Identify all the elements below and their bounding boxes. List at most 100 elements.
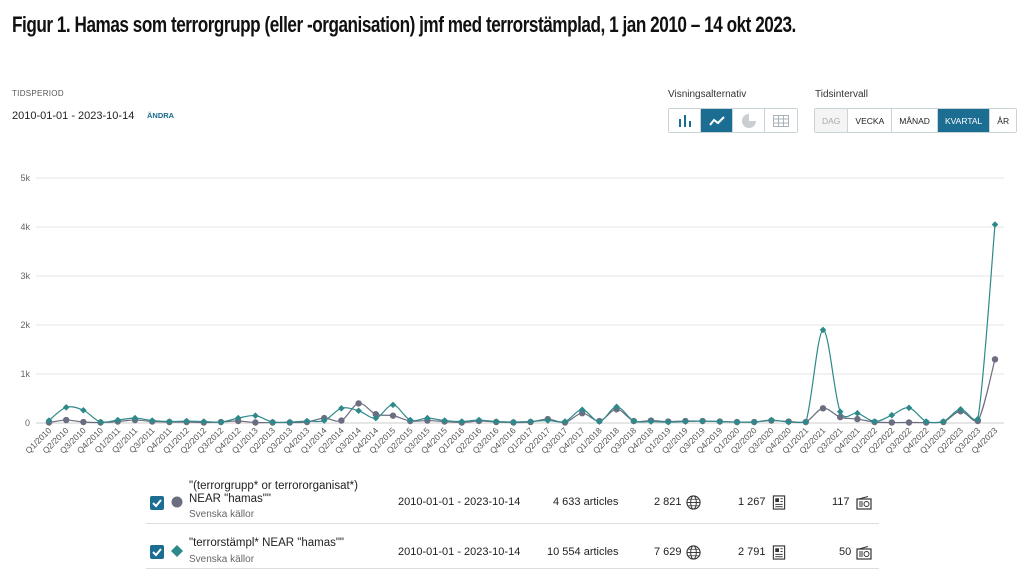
- series2-point: [269, 418, 276, 426]
- series2-point: [131, 414, 139, 422]
- series1-point: [837, 413, 844, 421]
- series2-point: [664, 418, 672, 426]
- globe-icon: [686, 495, 701, 510]
- series2-point: [492, 418, 500, 425]
- series1-period: 2010-01-01 - 2023-10-14: [398, 496, 521, 508]
- y-tick-label: 4k: [20, 222, 30, 232]
- y-tick-label: 5k: [20, 173, 30, 183]
- interval-year-button[interactable]: ÅR: [990, 109, 1017, 132]
- series2-point: [424, 414, 431, 422]
- bar-chart-icon: [678, 114, 691, 127]
- series2-point: [183, 417, 190, 425]
- series2-point: [871, 418, 878, 425]
- series2-point: [286, 418, 294, 426]
- newspaper-icon: [772, 495, 786, 510]
- series1-point: [389, 412, 397, 419]
- series2-point: [613, 403, 620, 411]
- series1-marker-icon: [171, 496, 183, 508]
- series1-line: [48, 359, 996, 424]
- series2-point: [905, 404, 913, 412]
- y-tick-label: 1k: [20, 369, 30, 379]
- interval-group: DAG VECKA MÅNAD KVARTAL ÅR: [814, 108, 1018, 133]
- series2-point: [802, 418, 810, 426]
- change-period-link[interactable]: ÄNDRA: [147, 111, 175, 120]
- radio-icon: [856, 496, 872, 510]
- series2-point: [458, 418, 466, 425]
- series2-point: [389, 401, 397, 409]
- series2-point: [596, 418, 603, 425]
- series1-web-count: 2 821: [654, 496, 682, 508]
- y-tick-label: 3k: [20, 271, 30, 281]
- period-value: 2010-01-01 - 2023-10-14: [12, 110, 135, 122]
- interval-week-button[interactable]: VECKA: [848, 109, 893, 132]
- series2-checkbox[interactable]: [150, 545, 164, 559]
- series1-sources: Svenska källor: [189, 509, 255, 520]
- series2-print-count: 2 791: [738, 546, 766, 558]
- series2-point: [819, 326, 827, 334]
- series2-point: [544, 417, 552, 424]
- series2-radio-count: 50: [839, 546, 852, 558]
- series2-point: [699, 417, 706, 425]
- series2-sources: Svenska källor: [189, 554, 255, 565]
- table-button[interactable]: [765, 109, 797, 132]
- series2-point: [252, 412, 259, 419]
- newspaper-icon: [772, 545, 786, 560]
- series1-point: [252, 419, 259, 426]
- series2-point: [441, 417, 448, 424]
- series1-articles: 4 633 articles: [553, 496, 619, 508]
- interval-quarter-button[interactable]: KVARTAL: [937, 109, 991, 132]
- page-title: Figur 1. Hamas som terrorgrupp (eller -o…: [12, 12, 796, 37]
- series2-point: [45, 417, 53, 424]
- line-chart-button[interactable]: [701, 109, 733, 132]
- series2-point: [527, 418, 534, 425]
- series1-point: [338, 417, 345, 424]
- series1-point: [579, 410, 586, 417]
- legend-row-1: "(terrorgrupp* or terrororganisat*) NEAR…: [146, 480, 879, 524]
- table-icon: [773, 114, 789, 127]
- series2-point: [733, 418, 741, 426]
- series2-point: [957, 405, 964, 413]
- interval-month-button[interactable]: MÅNAD: [892, 109, 938, 132]
- y-tick-label: 2k: [20, 320, 30, 330]
- series2-point: [355, 407, 362, 415]
- pie-chart-button[interactable]: [733, 109, 765, 132]
- globe-icon: [686, 545, 701, 560]
- series2-point: [854, 409, 861, 417]
- series1-point: [819, 405, 827, 412]
- view-options-group: [668, 108, 798, 133]
- period-label: TIDSPERIOD: [12, 89, 64, 98]
- series1-point: [854, 415, 861, 423]
- legend-row-2: "terrorstämpl* NEAR "hamas"" Svenska käl…: [146, 533, 879, 569]
- series2-point: [200, 418, 208, 425]
- series2-line: [48, 224, 996, 424]
- series2-query: "terrorstämpl* NEAR "hamas"": [189, 537, 345, 549]
- series2-point: [320, 417, 328, 424]
- series1-point: [80, 418, 87, 426]
- series1-query-line1: "(terrorgrupp* or terrororganisat*): [189, 480, 358, 492]
- series2-point: [974, 415, 982, 423]
- series2-point: [148, 417, 156, 424]
- series2-point: [785, 418, 792, 426]
- series1-radio-count: 117: [832, 496, 850, 508]
- series2-point: [888, 411, 896, 419]
- radio-icon: [856, 546, 872, 560]
- series1-point: [355, 400, 362, 407]
- series2-point: [647, 418, 655, 425]
- series2-point: [372, 414, 380, 422]
- series1-point: [372, 410, 379, 418]
- series2-point: [578, 406, 586, 414]
- series2-articles: 10 554 articles: [547, 546, 619, 558]
- checkmark-icon: [152, 548, 162, 557]
- series2-point: [768, 416, 775, 424]
- series1-query-line2: NEAR "hamas"": [189, 493, 271, 505]
- bar-chart-button[interactable]: [669, 109, 701, 132]
- series2-point: [80, 406, 87, 414]
- interval-label: Tidsintervall: [815, 89, 868, 100]
- series2-point: [475, 416, 483, 424]
- view-options-label: Visningsalternativ: [668, 89, 747, 100]
- series1-query: "(terrorgrupp* or terrororganisat*) NEAR…: [189, 480, 358, 506]
- series2-point: [750, 418, 758, 426]
- series2-point: [561, 418, 569, 425]
- series1-point: [62, 416, 70, 424]
- series1-checkbox[interactable]: [150, 496, 164, 510]
